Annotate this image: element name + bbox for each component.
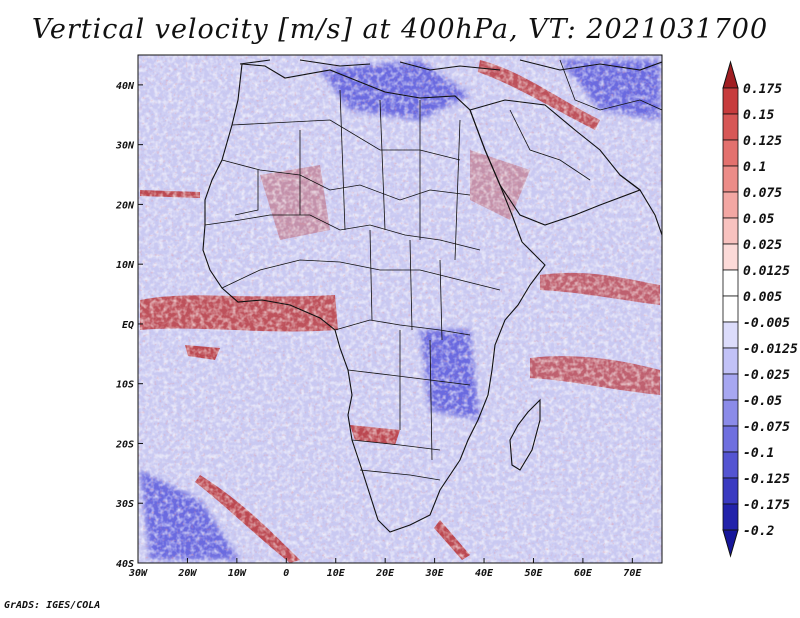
x-tick-label: 0 (283, 568, 289, 579)
colorbar-swatch (722, 425, 739, 453)
y-tick-label: 30S (115, 499, 134, 510)
y-tick-label: 20S (115, 439, 134, 450)
colorbar-label: 0.15 (743, 108, 774, 123)
y-tick-label: 20N (115, 200, 135, 211)
velocity-field (138, 55, 662, 563)
colorbar-label: -0.075 (743, 420, 790, 435)
colorbar-label: 0.125 (743, 134, 782, 149)
chart-title: Vertical velocity [m/s] at 400hPa, VT: 2… (31, 14, 769, 45)
colorbar-label: -0.005 (743, 316, 790, 331)
colorbar-swatch (722, 243, 739, 271)
colorbar-swatch (722, 139, 739, 167)
colorbar: 0.175 0.15 0.125 0.1 0.075 0.05 0.025 0.0125 0.0… (722, 60, 798, 558)
latitude-axis: 40N 30N 20N 10N EQ 10S 20S 30S 40S (115, 81, 143, 570)
colorbar-label: 0.005 (743, 290, 782, 305)
colorbar-swatch (722, 295, 739, 323)
colorbar-label: -0.0125 (743, 342, 798, 357)
india-coastline (619, 174, 662, 236)
y-tick-label: 10S (116, 380, 134, 391)
longitude-axis: 30W 20W 10W 0 10E 20E 30E 40E 50E 60E 70E (128, 558, 642, 579)
x-tick-label: 20W (177, 568, 197, 579)
x-tick-label: 30W (128, 568, 148, 579)
colorbar-label: -0.2 (743, 524, 774, 539)
colorbar-bottom-arrow (722, 529, 739, 558)
colorbar-swatch (722, 321, 739, 349)
colorbar-label: 0.0125 (743, 264, 790, 279)
x-tick-label: 20E (375, 568, 395, 579)
y-tick-label: 40N (116, 81, 135, 92)
x-tick-label: 40E (475, 568, 494, 579)
colorbar-swatch (722, 451, 739, 479)
country-borders (204, 59, 662, 481)
y-tick-label: 10N (116, 260, 135, 271)
x-tick-label: 30E (425, 568, 445, 579)
coastlines (202, 59, 662, 533)
x-tick-label: 50E (524, 568, 543, 579)
x-tick-label: 10E (327, 568, 346, 579)
colorbar-label: -0.125 (743, 472, 790, 487)
europe-coastline (239, 59, 662, 71)
colorbar-swatch (722, 87, 739, 115)
madagascar-coastline (509, 398, 541, 471)
colorbar-swatch (722, 373, 739, 401)
colorbar-swatch (722, 217, 739, 245)
colorbar-swatch (722, 269, 739, 297)
field-speckle-red (138, 55, 662, 563)
map-frame (137, 54, 663, 564)
colorbar-swatch (722, 113, 739, 141)
colorbar-swatch (722, 503, 739, 531)
colorbar-swatch (722, 477, 739, 505)
y-tick-label: 30N (115, 141, 135, 152)
colorbar-label: -0.1 (743, 446, 774, 461)
colorbar-label: -0.025 (743, 368, 790, 383)
x-tick-label: 70E (623, 568, 642, 579)
y-tick-label: 40S (116, 559, 134, 570)
x-tick-label: 10W (228, 568, 247, 579)
colorbar-label: -0.05 (743, 394, 782, 409)
grads-credit: GrADS: IGES/COLA (4, 600, 101, 611)
colorbar-top-arrow (722, 60, 739, 89)
colorbar-label: 0.075 (743, 186, 782, 201)
y-tick-label: EQ (122, 320, 134, 331)
colorbar-swatch (722, 191, 739, 219)
colorbar-swatch (722, 347, 739, 375)
colorbar-swatch (722, 399, 739, 427)
colorbar-label: 0.05 (743, 212, 774, 227)
colorbar-label: 0.175 (743, 82, 782, 97)
arabia-coastline (469, 99, 642, 226)
colorbar-swatch (722, 165, 739, 193)
colorbar-label: -0.175 (743, 498, 790, 513)
colorbar-label: 0.025 (743, 238, 782, 253)
x-tick-label: 60E (574, 568, 593, 579)
colorbar-label: 0.1 (743, 160, 766, 175)
